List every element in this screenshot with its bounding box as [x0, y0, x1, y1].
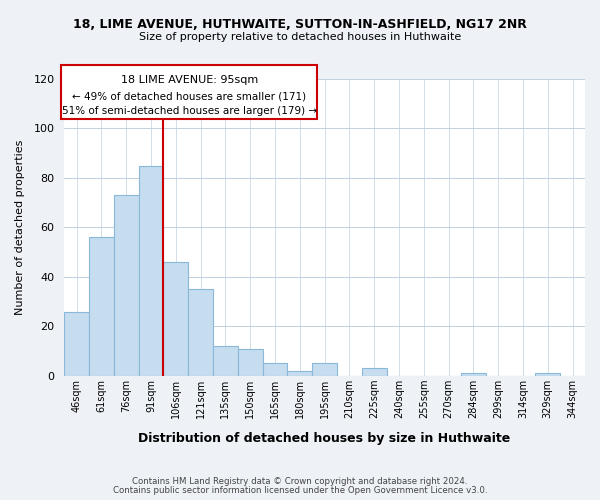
Bar [89, 238, 114, 376]
Bar [287, 371, 312, 376]
Text: Contains public sector information licensed under the Open Government Licence v3: Contains public sector information licen… [113, 486, 487, 495]
Text: 51% of semi-detached houses are larger (179) →: 51% of semi-detached houses are larger (… [62, 106, 317, 116]
Text: 18, LIME AVENUE, HUTHWAITE, SUTTON-IN-ASHFIELD, NG17 2NR: 18, LIME AVENUE, HUTHWAITE, SUTTON-IN-AS… [73, 18, 527, 30]
Text: Contains HM Land Registry data © Crown copyright and database right 2024.: Contains HM Land Registry data © Crown c… [132, 477, 468, 486]
Bar [64, 312, 89, 376]
X-axis label: Distribution of detached houses by size in Huthwaite: Distribution of detached houses by size … [139, 432, 511, 445]
Bar [263, 364, 287, 376]
Bar [188, 290, 213, 376]
Text: 18 LIME AVENUE: 95sqm: 18 LIME AVENUE: 95sqm [121, 74, 258, 85]
Text: Size of property relative to detached houses in Huthwaite: Size of property relative to detached ho… [139, 32, 461, 42]
Bar [114, 196, 139, 376]
Bar [139, 166, 163, 376]
Bar [163, 262, 188, 376]
Bar [213, 346, 238, 376]
Bar [238, 348, 263, 376]
Bar [535, 374, 560, 376]
Bar [461, 374, 486, 376]
Text: ← 49% of detached houses are smaller (171): ← 49% of detached houses are smaller (17… [72, 91, 306, 101]
Bar [362, 368, 386, 376]
Y-axis label: Number of detached properties: Number of detached properties [15, 140, 25, 315]
Bar [312, 364, 337, 376]
